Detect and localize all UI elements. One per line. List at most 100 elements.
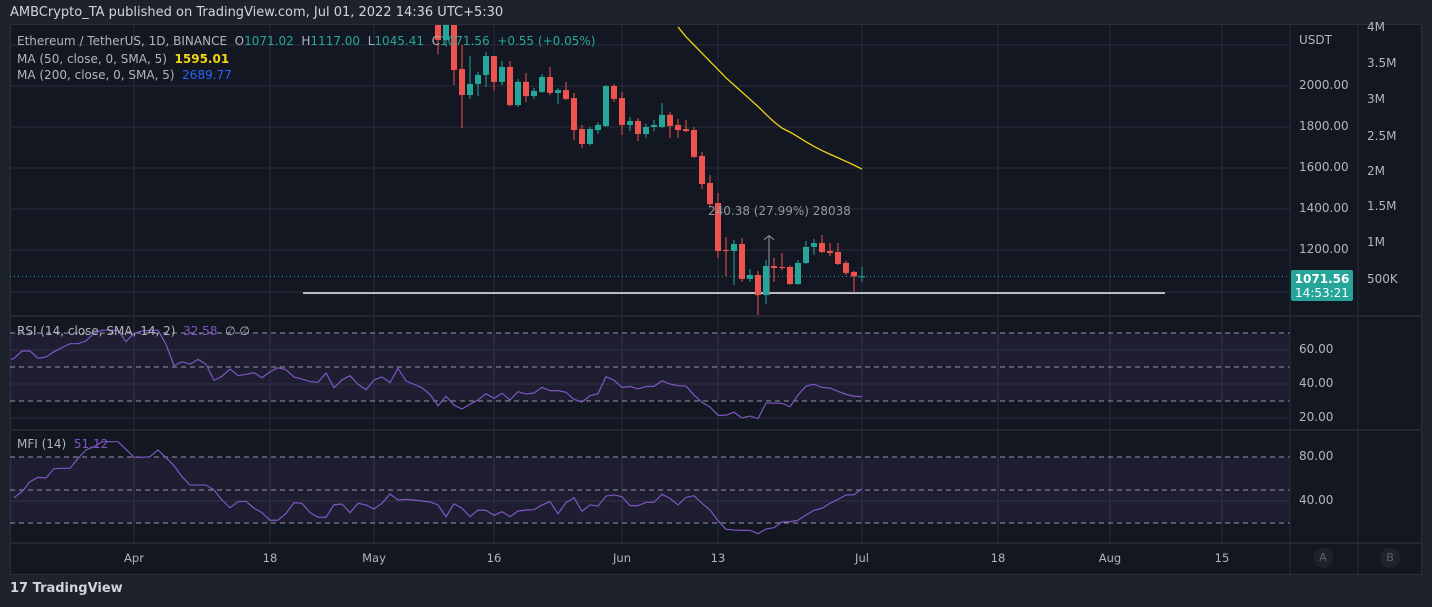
candle-body bbox=[707, 182, 713, 205]
time-tick: Jun bbox=[613, 551, 631, 565]
ma50-label: MA (50, close, 0, SMA, 5) bbox=[17, 52, 167, 66]
ma50-value: 1595.01 bbox=[174, 52, 230, 66]
candle-body bbox=[483, 56, 489, 75]
high-value: 1117.00 bbox=[310, 34, 361, 48]
candle-body bbox=[739, 244, 745, 279]
ma50-line bbox=[677, 26, 863, 170]
candle-body bbox=[835, 252, 841, 264]
price-tick: 1400.00 bbox=[1299, 201, 1349, 215]
high-label: H bbox=[301, 34, 311, 48]
time-tick: Jul bbox=[855, 551, 869, 565]
low-label: L bbox=[367, 34, 375, 48]
tv-logo-icon: 𝟭𝟳 bbox=[10, 581, 33, 596]
candle-body bbox=[635, 121, 641, 134]
price-tick: 2000.00 bbox=[1299, 78, 1349, 92]
candle-body bbox=[675, 124, 681, 131]
candle-body bbox=[715, 203, 721, 252]
candle-body bbox=[435, 25, 441, 41]
candle-body bbox=[467, 83, 473, 96]
candle-body bbox=[779, 267, 785, 269]
candle-body bbox=[499, 66, 505, 82]
tradingview-logo[interactable]: 𝟭𝟳 TradingView bbox=[10, 581, 123, 596]
rsi-tick: 40.00 bbox=[1299, 376, 1334, 390]
currency-label: USDT bbox=[1299, 33, 1332, 47]
candle-body bbox=[563, 90, 569, 99]
publish-header: AMBCrypto_TA published on TradingView.co… bbox=[10, 5, 504, 20]
mfi-tick: 80.00 bbox=[1299, 449, 1334, 463]
mfi-value: 51.12 bbox=[73, 437, 109, 451]
candle-body bbox=[443, 25, 449, 41]
close-value: 1071.56 bbox=[440, 34, 490, 48]
rsi-legend[interactable]: RSI (14, close, SMA, 14, 2) 32.58 ∅ ∅ bbox=[17, 324, 250, 338]
candle-body bbox=[755, 275, 761, 296]
candle-body bbox=[771, 265, 777, 269]
mfi-line bbox=[13, 441, 863, 535]
candle-body bbox=[851, 271, 857, 277]
candle-body bbox=[539, 76, 545, 92]
candle-body bbox=[691, 130, 697, 157]
volume-tick: 1.5M bbox=[1367, 199, 1397, 213]
candle-body bbox=[811, 243, 817, 247]
rsi-tick: 60.00 bbox=[1299, 342, 1334, 356]
b-button[interactable]: B bbox=[1380, 548, 1400, 568]
change-value: +0.55 (+0.05%) bbox=[497, 34, 596, 48]
price-tick: 1600.00 bbox=[1299, 160, 1349, 174]
time-tick: 13 bbox=[710, 551, 726, 565]
volume-tick: 2.5M bbox=[1367, 129, 1397, 143]
mfi-legend[interactable]: MFI (14) 51.12 bbox=[17, 437, 108, 451]
candle-body bbox=[731, 244, 737, 252]
candle-body bbox=[491, 56, 497, 82]
candle-body bbox=[531, 90, 537, 97]
candle-body bbox=[459, 68, 465, 96]
volume-tick: 500K bbox=[1367, 272, 1398, 286]
last-price: 1071.56 bbox=[1294, 272, 1350, 286]
open-value: 1071.02 bbox=[244, 34, 294, 48]
open-label: O bbox=[234, 34, 245, 48]
candle-body bbox=[555, 90, 561, 93]
candle-body bbox=[667, 114, 673, 126]
last-price-tag: 1071.56 14:53:21 bbox=[1291, 270, 1353, 301]
candle-body bbox=[571, 98, 577, 131]
mfi-tick: 40.00 bbox=[1299, 493, 1334, 507]
time-tick: 18 bbox=[990, 551, 1006, 565]
candle-body bbox=[523, 81, 529, 97]
auto-scale-button[interactable]: A bbox=[1313, 548, 1333, 568]
candle-body bbox=[803, 246, 809, 263]
candle-body bbox=[579, 129, 585, 145]
candle-body bbox=[819, 243, 825, 253]
candle-body bbox=[651, 124, 657, 127]
candle-body bbox=[587, 129, 593, 145]
price-tick: 1200.00 bbox=[1299, 242, 1349, 256]
candle-body bbox=[723, 250, 729, 252]
volume-tick: 1M bbox=[1367, 235, 1385, 249]
symbol-legend[interactable]: Ethereum / TetherUS, 1D, BINANCE O1071.0… bbox=[17, 34, 595, 48]
candle-body bbox=[795, 262, 801, 285]
time-tick: May bbox=[362, 551, 386, 565]
ma200-legend[interactable]: MA (200, close, 0, SMA, 5) 2689.77 bbox=[17, 68, 232, 82]
volume-tick: 2M bbox=[1367, 164, 1385, 178]
time-tick: Aug bbox=[1098, 551, 1122, 565]
rsi-extra: ∅ ∅ bbox=[225, 324, 250, 338]
candle-body bbox=[475, 74, 481, 84]
candle-body bbox=[643, 127, 649, 134]
rsi-line bbox=[11, 329, 863, 420]
candle-body bbox=[611, 86, 617, 99]
candle-body bbox=[603, 86, 609, 126]
mfi-label: MFI (14) bbox=[17, 437, 67, 451]
candle-body bbox=[747, 275, 753, 279]
bar-countdown: 14:53:21 bbox=[1295, 286, 1349, 300]
candle-body bbox=[827, 251, 833, 254]
candle-body bbox=[699, 155, 705, 184]
candle-body bbox=[619, 98, 625, 125]
time-tick: Apr bbox=[124, 551, 144, 565]
rsi-value: 32.58 bbox=[183, 324, 218, 338]
low-value: 1045.41 bbox=[374, 34, 424, 48]
ma50-legend[interactable]: MA (50, close, 0, SMA, 5) 1595.01 bbox=[17, 52, 229, 66]
volume-tick: 3.5M bbox=[1367, 56, 1397, 70]
candle-body bbox=[515, 81, 521, 106]
measure-arrow-icon bbox=[763, 235, 775, 241]
candle-body bbox=[451, 25, 457, 71]
candle-body bbox=[595, 124, 601, 131]
candle-body bbox=[627, 121, 633, 125]
